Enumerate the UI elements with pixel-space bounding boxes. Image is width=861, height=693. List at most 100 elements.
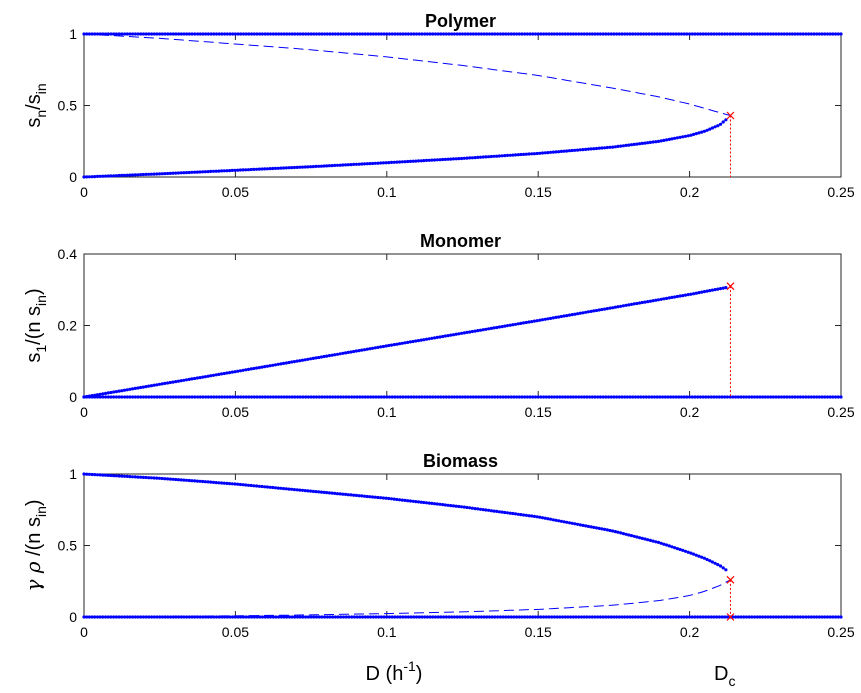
data-point xyxy=(628,32,632,36)
data-point xyxy=(346,163,350,167)
data-point xyxy=(585,32,589,36)
data-point xyxy=(652,32,657,36)
data-point xyxy=(263,365,267,369)
data-point xyxy=(674,615,678,619)
series-stable-branch-1 xyxy=(82,472,728,572)
data-point xyxy=(815,615,819,619)
data-point xyxy=(512,615,516,619)
data-point xyxy=(804,32,808,36)
data-point xyxy=(155,615,159,619)
data-point xyxy=(828,395,832,399)
data-point xyxy=(562,520,566,524)
data-point xyxy=(550,395,554,399)
data-point xyxy=(344,163,348,167)
data-point xyxy=(563,615,567,619)
data-point xyxy=(171,32,175,36)
data-point xyxy=(523,32,527,36)
data-point xyxy=(357,162,361,166)
data-point xyxy=(588,615,592,619)
data-point xyxy=(473,329,477,333)
data-point xyxy=(804,395,808,399)
data-point xyxy=(554,518,558,522)
data-point xyxy=(390,615,394,619)
data-point xyxy=(233,32,237,36)
data-point xyxy=(598,32,603,36)
data-point xyxy=(594,308,599,313)
data-point xyxy=(312,395,316,399)
data-point xyxy=(567,313,572,317)
data-point xyxy=(179,171,183,175)
data-point xyxy=(702,290,707,294)
data-point xyxy=(503,510,507,515)
data-point xyxy=(455,615,459,619)
data-point xyxy=(715,32,719,36)
data-point xyxy=(771,32,776,36)
data-point xyxy=(508,323,512,327)
data-point xyxy=(752,395,757,399)
data-point xyxy=(360,395,365,399)
data-point xyxy=(589,147,593,151)
data-point xyxy=(290,487,294,491)
data-point xyxy=(300,488,305,492)
series-stable-branch-1 xyxy=(82,118,728,179)
data-point xyxy=(433,336,437,340)
data-point xyxy=(371,395,375,399)
data-point xyxy=(279,166,283,170)
data-point xyxy=(330,353,334,357)
data-point xyxy=(311,356,315,360)
data-point xyxy=(352,162,356,166)
data-point xyxy=(823,32,827,36)
data-point xyxy=(268,485,272,489)
data-point xyxy=(540,516,545,520)
data-point xyxy=(112,390,116,394)
data-point xyxy=(387,496,391,501)
data-point xyxy=(149,384,153,388)
data-point xyxy=(493,32,497,36)
data-point xyxy=(473,507,477,511)
data-point xyxy=(659,541,663,545)
data-point xyxy=(619,304,623,308)
data-point xyxy=(141,385,145,389)
data-point xyxy=(557,150,561,154)
data-point xyxy=(252,484,256,488)
data-point xyxy=(549,150,553,154)
data-point xyxy=(509,32,513,36)
data-point xyxy=(344,351,348,355)
data-point xyxy=(460,32,465,36)
data-point xyxy=(387,161,391,165)
data-point xyxy=(698,32,703,36)
data-point xyxy=(273,486,278,490)
data-point xyxy=(333,32,337,36)
data-point xyxy=(90,394,94,398)
data-point xyxy=(477,395,481,399)
data-point xyxy=(592,525,596,530)
data-point xyxy=(667,296,671,300)
data-point xyxy=(701,395,705,399)
data-point xyxy=(549,316,553,320)
data-point xyxy=(106,473,110,477)
data-point xyxy=(395,497,399,502)
data-point xyxy=(158,32,162,36)
data-point xyxy=(311,489,315,493)
data-point xyxy=(323,32,327,36)
data-point xyxy=(428,32,432,36)
data-point xyxy=(801,615,805,619)
data-point xyxy=(182,171,186,175)
data-point xyxy=(755,615,759,619)
data-point xyxy=(244,168,248,172)
data-point xyxy=(481,328,485,332)
data-point xyxy=(444,32,448,36)
data-point xyxy=(656,540,661,545)
data-point xyxy=(519,513,523,517)
data-point xyxy=(442,32,446,36)
data-point xyxy=(274,615,278,619)
data-point xyxy=(284,166,288,170)
data-point xyxy=(144,32,148,36)
data-point xyxy=(544,395,548,399)
data-point xyxy=(658,395,662,399)
data-point xyxy=(125,32,129,36)
data-point xyxy=(470,156,474,160)
data-point xyxy=(360,162,364,166)
data-point xyxy=(566,615,570,619)
data-point xyxy=(209,169,213,173)
